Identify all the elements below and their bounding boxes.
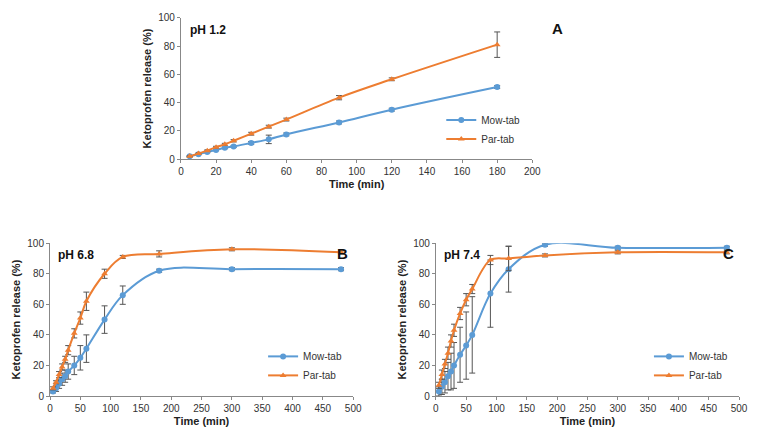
svg-text:500: 500 [731,403,748,414]
svg-text:Mow-tab: Mow-tab [481,115,520,126]
svg-text:200: 200 [549,403,566,414]
svg-text:100: 100 [413,238,430,249]
svg-text:300: 300 [609,403,626,414]
svg-text:80: 80 [164,41,176,52]
svg-text:350: 350 [640,403,657,414]
svg-text:200: 200 [524,166,541,177]
svg-text:180: 180 [489,166,506,177]
svg-text:Par-tab: Par-tab [689,370,722,381]
svg-text:300: 300 [224,403,241,414]
svg-text:100: 100 [488,403,505,414]
svg-text:40: 40 [164,97,176,108]
svg-text:200: 200 [163,403,180,414]
svg-text:100: 100 [102,403,119,414]
svg-text:450: 450 [700,403,717,414]
svg-text:0: 0 [169,154,175,165]
svg-text:Par-tab: Par-tab [303,370,336,381]
svg-text:60: 60 [281,166,293,177]
svg-text:100: 100 [348,166,365,177]
svg-text:400: 400 [284,403,301,414]
svg-text:40: 40 [246,166,258,177]
svg-text:pH 1.2: pH 1.2 [190,23,226,37]
svg-text:400: 400 [670,403,687,414]
svg-text:Time (min): Time (min) [174,415,230,427]
svg-text:250: 250 [193,403,210,414]
svg-text:60: 60 [419,299,431,310]
svg-text:Mow-tab: Mow-tab [303,351,342,362]
svg-text:40: 40 [419,329,431,340]
svg-text:Ketoprofen release (%): Ketoprofen release (%) [10,259,22,379]
svg-text:500: 500 [345,403,362,414]
svg-text:0: 0 [178,166,184,177]
svg-text:60: 60 [33,299,45,310]
svg-text:Mow-tab: Mow-tab [689,351,728,362]
svg-text:Par-tab: Par-tab [481,134,514,145]
svg-text:350: 350 [254,403,271,414]
svg-text:B: B [337,245,348,262]
svg-text:60: 60 [164,69,176,80]
svg-text:C: C [723,245,734,262]
svg-text:0: 0 [433,403,439,414]
svg-text:120: 120 [383,166,400,177]
svg-text:100: 100 [158,12,175,23]
svg-text:pH 7.4: pH 7.4 [444,248,480,262]
svg-text:0: 0 [38,391,44,402]
svg-text:20: 20 [210,166,222,177]
svg-text:50: 50 [75,403,87,414]
svg-text:20: 20 [33,360,45,371]
svg-text:0: 0 [424,391,430,402]
svg-text:40: 40 [33,329,45,340]
svg-text:250: 250 [579,403,596,414]
svg-text:140: 140 [419,166,436,177]
svg-text:0: 0 [47,403,53,414]
svg-text:pH 6.8: pH 6.8 [58,248,94,262]
svg-text:20: 20 [164,125,176,136]
svg-text:80: 80 [316,166,328,177]
svg-text:150: 150 [518,403,535,414]
svg-text:A: A [552,20,563,37]
svg-text:20: 20 [419,360,431,371]
svg-text:80: 80 [33,268,45,279]
svg-text:150: 150 [133,403,150,414]
svg-text:450: 450 [314,403,331,414]
svg-text:Ketoprofen release (%): Ketoprofen release (%) [396,259,408,379]
svg-text:Time (min): Time (min) [329,178,385,190]
svg-text:Time (min): Time (min) [560,415,616,427]
svg-text:80: 80 [419,268,431,279]
svg-text:100: 100 [27,238,44,249]
svg-text:50: 50 [461,403,473,414]
svg-text:160: 160 [454,166,471,177]
svg-text:Ketoprofen release (%): Ketoprofen release (%) [141,28,153,148]
